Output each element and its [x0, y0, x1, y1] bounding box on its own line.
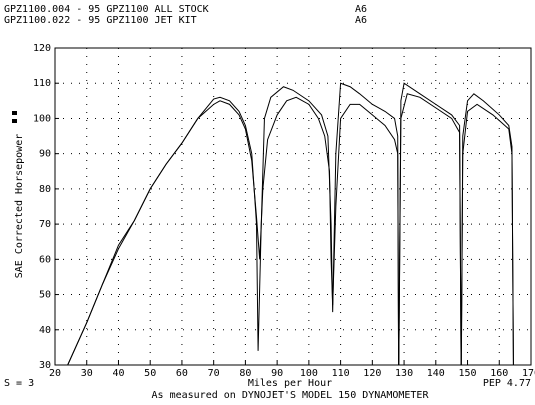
y-tick-label: 90 — [39, 149, 51, 160]
pep-label: PEP 4.77 — [483, 378, 531, 389]
x-tick-label: 80 — [239, 368, 251, 379]
series-line — [67, 93, 514, 365]
x-tick-label: 150 — [459, 368, 477, 379]
x-tick-label: 20 — [49, 368, 61, 379]
plot-frame — [54, 47, 532, 366]
x-tick-label: 60 — [176, 368, 188, 379]
legend-marker — [12, 119, 17, 123]
footnote: As measured on DYNOJET'S MODEL 150 DYNAM… — [152, 390, 430, 401]
y-tick-label: 100 — [33, 113, 51, 124]
series-name: GPZ1100.004 - 95 GPZ1100 ALL STOCK — [4, 4, 209, 15]
header-tag: A6 — [355, 15, 367, 26]
y-tick-label: 70 — [39, 219, 51, 230]
y-tick-label: 30 — [39, 360, 51, 371]
x-tick-label: 100 — [300, 368, 318, 379]
x-tick-label: 120 — [363, 368, 381, 379]
y-tick-label: 50 — [39, 290, 51, 301]
y-tick-label: 40 — [39, 325, 51, 336]
plot-area — [67, 82, 514, 365]
y-tick-label: 80 — [39, 184, 51, 195]
y-tick-label: 110 — [33, 78, 51, 89]
series-line — [67, 82, 514, 365]
x-tick-label: 110 — [332, 368, 350, 379]
y-tick-label: 120 — [33, 43, 51, 54]
x-tick-label: 40 — [112, 368, 124, 379]
x-tick-label: 30 — [81, 368, 93, 379]
x-tick-label: 50 — [144, 368, 156, 379]
x-axis-label: Miles per Hour — [248, 378, 332, 389]
x-tick-label: 140 — [427, 368, 445, 379]
x-tick-label: 170 — [522, 368, 535, 379]
smoothing-label: S = 3 — [4, 378, 34, 389]
x-tick-label: 90 — [271, 368, 283, 379]
legend-marker — [12, 111, 17, 115]
x-tick-label: 160 — [490, 368, 508, 379]
x-tick-label: 130 — [395, 368, 413, 379]
x-tick-label: 70 — [208, 368, 220, 379]
series-name: GPZ1100.022 - 95 GPZ1100 JET KIT — [4, 15, 197, 26]
header-tag: A6 — [355, 4, 367, 15]
y-axis-label: SAE Corrected Horsepower — [14, 134, 25, 279]
y-tick-label: 60 — [39, 254, 51, 265]
